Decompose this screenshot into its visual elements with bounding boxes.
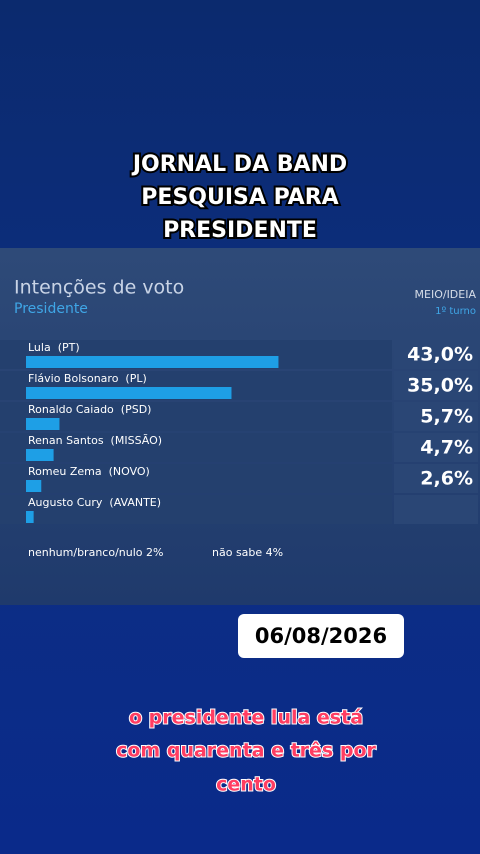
bar [26, 449, 54, 461]
category-label: Ronaldo Caiado (PSD) [28, 403, 151, 416]
overlay-title: PRESIDENTE [163, 218, 317, 243]
overlay-title: JORNAL DA BAND [131, 152, 347, 177]
caption: cento [216, 774, 276, 796]
caption: com quarenta e três por [116, 740, 376, 762]
bar [26, 387, 232, 399]
value-label: 35,0% [407, 375, 473, 397]
date: 06/08/2026 [255, 624, 387, 648]
round: 1º turno [435, 306, 476, 317]
category-label: Romeu Zema (NOVO) [28, 465, 150, 478]
value-label: 4,7% [420, 437, 473, 459]
date-box [238, 614, 404, 658]
chart-subtitle: Presidente [14, 301, 88, 317]
value-label: 5,7% [420, 406, 473, 428]
row-bg [0, 464, 392, 493]
source: MEIO/IDEIA [415, 288, 477, 301]
category-label: Flávio Bolsonaro (PL) [28, 372, 147, 385]
value-box [394, 464, 478, 493]
value-box [394, 495, 478, 524]
overlay-title: PESQUISA PARA [141, 185, 338, 210]
caption: o presidente lula está [129, 707, 363, 729]
value-label: 2,6% [420, 468, 473, 490]
bar [26, 418, 60, 430]
value-label: 43,0% [407, 344, 473, 366]
note: nenhum/branco/nulo 2% [28, 546, 163, 559]
bar [26, 511, 34, 523]
bar [26, 480, 42, 492]
row-bg [0, 433, 392, 462]
note: não sabe 4% [212, 546, 283, 559]
value-box [394, 433, 478, 462]
value-box [394, 371, 478, 400]
bar [26, 356, 279, 368]
row-bg [0, 402, 392, 431]
value-box [394, 402, 478, 431]
category-label: Lula (PT) [28, 341, 80, 354]
value-box [394, 340, 478, 369]
category-label: Renan Santos (MISSÃO) [28, 434, 162, 447]
chart-title: Intenções de voto [14, 277, 184, 299]
row-bg [0, 495, 392, 524]
category-label: Augusto Cury (AVANTE) [28, 496, 161, 509]
